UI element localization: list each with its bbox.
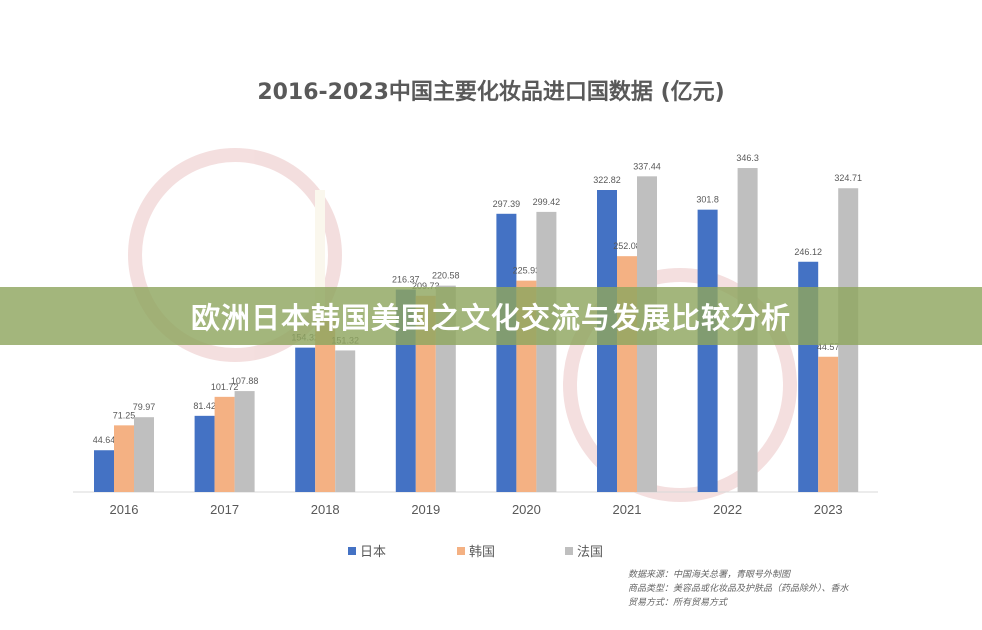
bar-2018-1 <box>315 318 336 492</box>
legend-item-japan: 日本 <box>348 541 386 560</box>
bar-2017-0 <box>194 415 215 492</box>
x-tick-label: 2020 <box>512 502 541 517</box>
x-tick-label: 2022 <box>713 502 742 517</box>
bar-2017-2 <box>234 391 255 492</box>
note-type: 商品类型：美容品或化妆品及护肤品（药品除外）、香水 <box>628 584 849 594</box>
source-notes: 数据来源：中国海关总署，青眼号外制图 商品类型：美容品或化妆品及护肤品（药品除外… <box>628 568 849 610</box>
banner-title: 欧洲日本韩国美国之文化交流与发展比较分析 <box>190 301 791 335</box>
chart-title: 2016-2023中国主要化妆品进口国数据 (亿元) <box>257 80 725 105</box>
data-label: 81.42 <box>193 401 216 411</box>
data-label: 71.25 <box>113 410 136 420</box>
legend-swatch <box>565 546 573 555</box>
bar-2018-2 <box>335 350 356 492</box>
data-label: 299.42 <box>533 197 561 207</box>
data-label: 220.58 <box>432 271 460 281</box>
data-label: 301.8 <box>696 195 719 205</box>
bar-2018-0 <box>295 347 316 492</box>
bar-2016-0 <box>94 450 114 492</box>
overlay-banner: 欧洲日本韩国美国之文化交流与发展比较分析 <box>0 287 982 345</box>
x-tick-label: 2016 <box>110 502 139 517</box>
data-label: 346.3 <box>736 153 759 163</box>
legend-swatch <box>457 546 465 555</box>
legend-item-france: 法国 <box>565 541 603 560</box>
legend-item-korea: 韩国 <box>457 541 495 560</box>
data-label: 322.82 <box>593 175 621 185</box>
data-label: 297.39 <box>493 199 521 209</box>
data-label: 246.12 <box>794 247 822 257</box>
data-label: 216.37 <box>392 275 420 285</box>
x-tick-label: 2018 <box>311 502 340 517</box>
bar-2020-0 <box>496 213 517 492</box>
bar-2023-1 <box>818 356 839 492</box>
data-label: 337.44 <box>633 161 661 171</box>
note-source: 数据来源：中国海关总署，青眼号外制图 <box>628 570 791 580</box>
bar-2020-2 <box>536 211 557 492</box>
x-tick-label: 2021 <box>613 502 642 517</box>
x-tick-label: 2017 <box>210 502 239 517</box>
bar-2016-1 <box>114 425 134 492</box>
x-tick-label: 2023 <box>814 502 843 517</box>
note-trade: 贸易方式：所有贸易方式 <box>628 598 728 608</box>
x-tick-label: 2019 <box>411 502 440 517</box>
data-label: 209.73 <box>412 281 440 291</box>
data-label: 252.08 <box>613 241 641 251</box>
data-label: 225.93 <box>513 266 541 276</box>
data-label: 101.72 <box>211 382 239 392</box>
bar-2016-2 <box>134 417 154 492</box>
bar-2017-1 <box>214 396 235 492</box>
data-label: 44.64 <box>93 435 116 445</box>
legend-swatch <box>348 546 356 555</box>
legend-label: 法国 <box>577 545 604 560</box>
legend-label: 日本 <box>360 545 387 560</box>
data-label: 44.57 <box>817 342 840 352</box>
bar-2022-0 <box>697 209 718 492</box>
data-label: 79.97 <box>133 402 156 412</box>
legend-label: 韩国 <box>469 545 496 560</box>
watermark <box>128 148 797 502</box>
data-label: 324.71 <box>834 173 862 183</box>
data-label: 107.88 <box>231 376 259 386</box>
